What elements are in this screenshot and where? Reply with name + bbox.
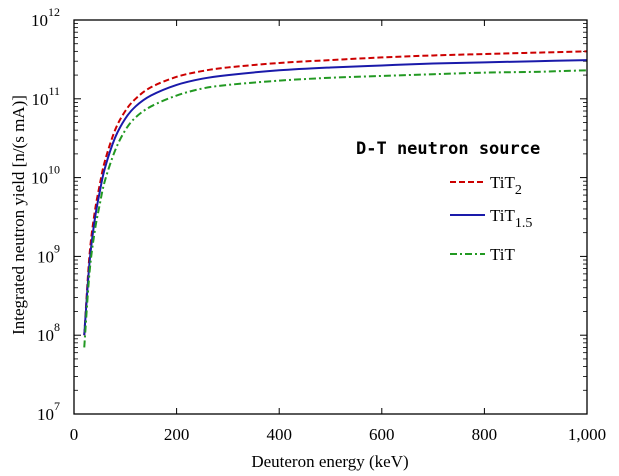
- x-axis-title: Deuteron energy (keV): [251, 452, 408, 471]
- series-line-1: [83, 59, 588, 336]
- legend-label-0: TiT2: [490, 173, 522, 198]
- series-lines: [83, 50, 588, 348]
- plot-frame: [73, 19, 588, 415]
- y-tick-label: 109: [37, 241, 60, 266]
- y-tick-label: 1010: [31, 163, 60, 188]
- legend-title: D-T neutron source: [356, 139, 540, 159]
- legend: D-T neutron source TiT2 TiT1.5 TiT: [356, 139, 540, 264]
- x-tick-label: 400: [266, 425, 292, 444]
- x-tick-label: 800: [472, 425, 498, 444]
- x-tick-label: 600: [369, 425, 395, 444]
- y-tick-label: 107: [37, 399, 60, 424]
- series-line-0: [83, 50, 588, 336]
- x-tick-label: 0: [70, 425, 79, 444]
- y-axis-title: Integrated neutron yield [n/(s mA)]: [9, 95, 28, 335]
- y-tick-label: 1012: [31, 5, 60, 30]
- legend-label-2: TiT: [490, 245, 516, 264]
- legend-label-1: TiT1.5: [490, 206, 532, 231]
- x-tick-label: 1,000: [568, 425, 606, 444]
- series-line-2: [83, 69, 588, 348]
- y-axis-title-group: Integrated neutron yield [n/(s mA)]: [9, 95, 28, 335]
- y-tick-label: 108: [37, 320, 60, 345]
- y-tick-label: 1011: [31, 84, 60, 109]
- x-tick-label: 200: [164, 425, 190, 444]
